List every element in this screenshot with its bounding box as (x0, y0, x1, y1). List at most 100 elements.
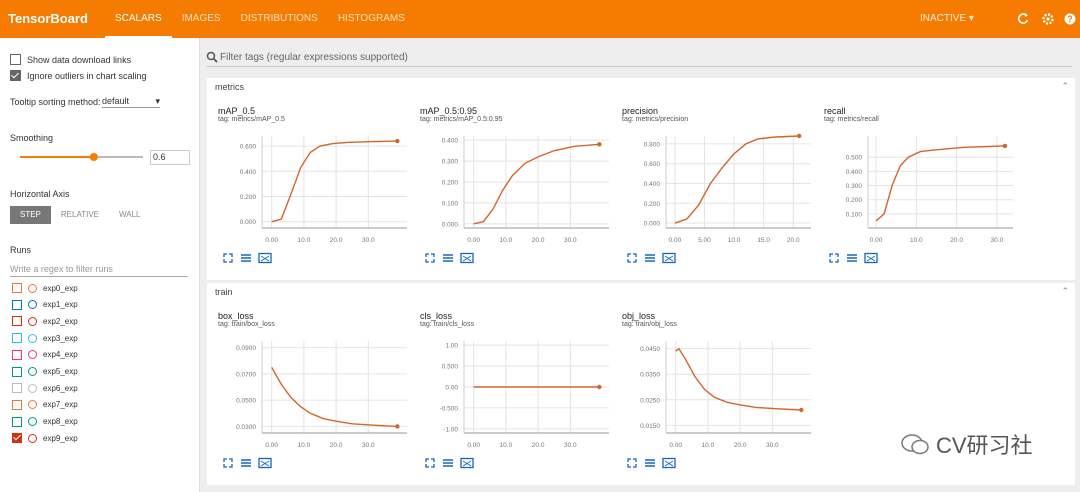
checkbox[interactable] (10, 54, 21, 65)
run-color (28, 316, 37, 326)
run-row[interactable]: exp4_exp (12, 349, 78, 360)
fit-button[interactable] (460, 457, 474, 469)
download-option[interactable]: Show data download links (10, 54, 131, 65)
run-checkbox[interactable] (12, 283, 22, 293)
expand-button[interactable] (626, 252, 638, 264)
smoothing-slider[interactable] (14, 150, 146, 164)
smoothing-label: Smoothing (10, 133, 54, 143)
x-tick-label: 30.0 (564, 442, 577, 449)
data-button[interactable] (240, 252, 252, 264)
data-button[interactable] (442, 457, 454, 469)
run-row[interactable]: exp2_exp (12, 316, 78, 327)
run-row[interactable]: exp3_exp (12, 333, 78, 344)
run-checkbox[interactable] (12, 383, 22, 394)
x-tick-label: 0.00 (669, 237, 682, 244)
settings-icon[interactable] (1042, 13, 1054, 25)
tooltip-select[interactable]: default ▾ (102, 96, 160, 108)
expand-icon (627, 458, 637, 468)
chart-actions (424, 252, 474, 264)
run-checkbox[interactable] (12, 366, 22, 377)
fit-button[interactable] (258, 457, 272, 469)
data-button[interactable] (644, 457, 656, 469)
tag-filter-placeholder: Filter tags (regular expressions support… (220, 51, 408, 63)
x-tick-label: 30.0 (362, 237, 375, 244)
data-button[interactable] (644, 252, 656, 264)
run-checkbox[interactable] (12, 433, 22, 444)
run-color (28, 283, 37, 293)
x-tick-label: 15.0 (757, 237, 770, 244)
fit-button[interactable] (662, 252, 676, 264)
run-name: exp2_exp (43, 316, 78, 326)
run-checkbox[interactable] (12, 299, 22, 310)
y-tick-label: 0.400 (442, 138, 459, 145)
expand-button[interactable] (626, 457, 638, 469)
expand-button[interactable] (424, 457, 436, 469)
chart: 0.00 10.0 20.0 30.0 0.100 0.200 0.300 0.400 0.50… (846, 136, 1013, 244)
axis-option[interactable]: STEP (10, 206, 51, 224)
tab[interactable]: HISTOGRAMS (337, 13, 405, 24)
collapse-toggle[interactable]: ⌃ (1061, 286, 1069, 296)
chart-title: precision (622, 106, 659, 116)
slider-knob[interactable] (89, 153, 98, 161)
chart: 0.00 5.00 10.0 15.0 20.0 0.000 0.200 0.400 0.600… (644, 133, 811, 244)
data-button[interactable] (442, 252, 454, 264)
outliers-option[interactable]: Ignore outliers in chart scaling (10, 70, 147, 81)
fit-button[interactable] (258, 252, 272, 264)
help-icon[interactable] (1064, 13, 1076, 25)
run-checkbox[interactable] (12, 416, 22, 427)
status-label: INACTIVE (920, 13, 967, 24)
tag-filter[interactable]: Filter tags (regular expressions support… (206, 48, 1072, 67)
run-row[interactable]: exp0_exp (12, 283, 78, 293)
section-name[interactable]: train (215, 287, 233, 297)
app-title: TensorBoard (8, 11, 88, 26)
fit-icon-diag (462, 460, 472, 467)
y-tick-label: 0.300 (846, 183, 863, 190)
run-row[interactable]: exp9_exp (12, 433, 78, 444)
tab[interactable]: IMAGES (181, 13, 221, 24)
collapse-toggle[interactable]: ⌃ (1061, 81, 1069, 91)
checkbox[interactable] (10, 70, 21, 81)
smoothing-input[interactable]: 0.6 (150, 150, 190, 165)
run-checkbox[interactable] (12, 399, 22, 410)
y-tick-label: 0.300 (442, 159, 459, 166)
axis-option[interactable]: RELATIVE (60, 210, 99, 219)
tab[interactable]: DISTRIBUTIONS (240, 13, 318, 24)
chart-actions (626, 457, 676, 469)
status-dropdown[interactable]: INACTIVE ▾ (920, 13, 974, 24)
run-checkbox[interactable] (12, 333, 22, 344)
data-button[interactable] (240, 457, 252, 469)
fit-button[interactable] (864, 252, 878, 264)
chart: 0.00 10.0 20.0 30.0 0.0300 0.0500 0.0700 0.0900 (236, 341, 407, 449)
expand-button[interactable] (222, 252, 234, 264)
runs-filter[interactable]: Write a regex to filter runs (10, 264, 188, 277)
fit-button[interactable] (460, 252, 474, 264)
run-row[interactable]: exp6_exp (12, 383, 78, 394)
run-checkbox[interactable] (12, 316, 22, 327)
run-row[interactable]: exp7_exp (12, 399, 78, 410)
expand-button[interactable] (424, 252, 436, 264)
data-button[interactable] (846, 252, 858, 264)
tab[interactable]: SCALARS (105, 0, 172, 38)
last-point (395, 424, 400, 429)
expand-button[interactable] (828, 252, 840, 264)
chart-card: precision tag: metrics/precision 0.00 5.00 1… (618, 106, 818, 278)
x-tick-label: 30.0 (991, 237, 1004, 244)
x-tick-label: 30.0 (766, 442, 779, 449)
run-row[interactable]: exp8_exp (12, 416, 78, 427)
y-tick-label: 0.000 (644, 221, 661, 228)
fit-icon (662, 252, 676, 264)
run-row[interactable]: exp5_exp (12, 366, 78, 377)
line-series (473, 143, 600, 225)
axis-option[interactable]: WALL (119, 210, 141, 219)
runs-filter-placeholder: Write a regex to filter runs (10, 264, 113, 274)
section-name[interactable]: metrics (215, 82, 244, 92)
run-row[interactable]: exp1_exp (12, 299, 78, 310)
refresh-icon[interactable] (1017, 13, 1029, 24)
fit-icon-diag (664, 460, 674, 467)
expand-button[interactable] (222, 457, 234, 469)
run-checkbox[interactable] (12, 349, 22, 360)
chart-actions (828, 252, 878, 264)
section: train ⌃ box_loss tag: train/box_loss 0.00 10.… (207, 283, 1075, 485)
fit-button[interactable] (662, 457, 676, 469)
